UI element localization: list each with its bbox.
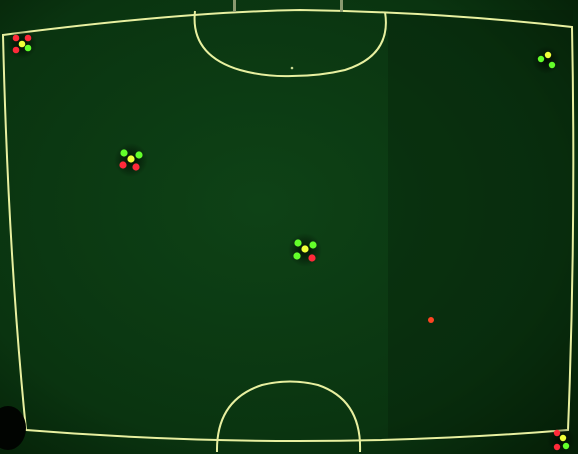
robot-marker [553, 429, 561, 437]
robot-marker [559, 434, 567, 442]
robot-marker [119, 161, 127, 169]
robot-marker [24, 44, 32, 52]
robot-marker [127, 155, 135, 163]
bottom-center-arc [215, 380, 362, 453]
robot-marker [18, 40, 26, 48]
ball [428, 317, 434, 323]
corner-object [0, 406, 26, 450]
robot-marker [12, 34, 20, 42]
robot-marker [120, 149, 128, 157]
robot-marker [293, 252, 301, 260]
robot [114, 143, 148, 177]
robot-marker [308, 254, 316, 262]
robot-marker [544, 51, 552, 59]
robot [547, 426, 575, 454]
goal-post [233, 0, 236, 12]
robot-marker [132, 163, 140, 171]
robot-marker [562, 442, 570, 450]
robot-marker [12, 46, 20, 54]
robot-marker [537, 55, 545, 63]
robot-marker [301, 245, 309, 253]
top-center-arc [193, 10, 387, 78]
robot-marker [24, 34, 32, 42]
robot [532, 46, 560, 74]
center-spot [290, 66, 294, 70]
robot-marker [294, 239, 302, 247]
goal-post [340, 0, 343, 12]
robot [288, 233, 322, 267]
turf-shade-right [388, 10, 573, 440]
robot-marker [548, 61, 556, 69]
robot-marker [553, 443, 561, 451]
robot-marker [135, 151, 143, 159]
robot [7, 29, 37, 59]
robot-marker [309, 241, 317, 249]
field-boundary-line [1, 8, 575, 442]
